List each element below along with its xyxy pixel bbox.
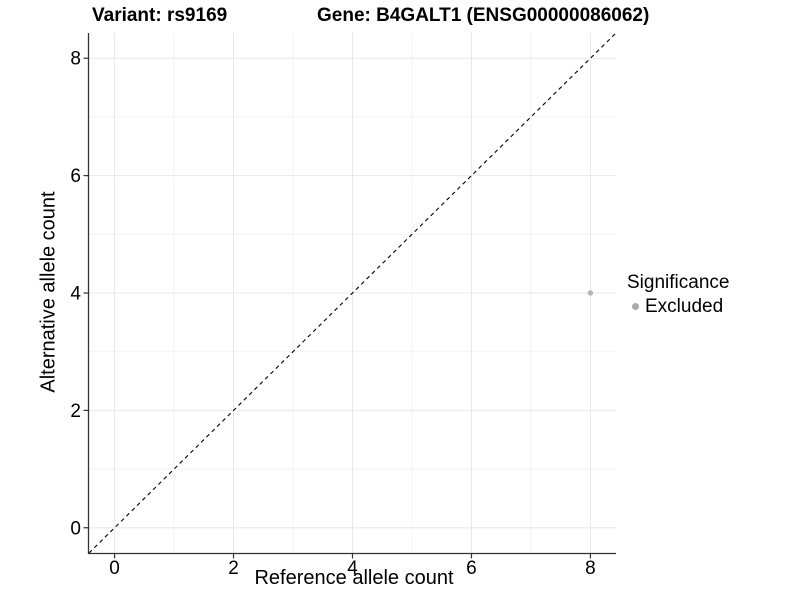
plot-title-gene: Gene: B4GALT1 (ENSG00000086062) <box>317 5 650 26</box>
y-axis-label: Alternative allele count <box>37 191 60 393</box>
legend-title: Significance <box>627 272 730 293</box>
y-tick-label: 2 <box>70 401 81 422</box>
y-tick-label: 0 <box>70 518 81 539</box>
identity-dashed-line <box>88 32 617 554</box>
x-tick-label: 8 <box>585 558 596 579</box>
legend-entry-label: Excluded <box>645 295 724 317</box>
plot-title-variant: Variant: rs9169 <box>92 5 228 26</box>
x-axis-label: Reference allele count <box>254 567 454 589</box>
y-tick-label: 6 <box>70 166 81 187</box>
legend: Significance Excluded <box>627 272 729 318</box>
x-tick-label: 0 <box>109 558 120 579</box>
x-tick-label: 4 <box>347 558 358 579</box>
legend-key-dot-icon <box>632 303 639 311</box>
x-tick-label: 6 <box>466 558 477 579</box>
data-point-excluded <box>587 290 594 296</box>
x-tick-label: 2 <box>228 558 239 579</box>
legend-entry-excluded: Excluded <box>627 296 729 318</box>
y-tick-label: 8 <box>70 49 81 70</box>
y-tick-label: 4 <box>70 284 81 305</box>
